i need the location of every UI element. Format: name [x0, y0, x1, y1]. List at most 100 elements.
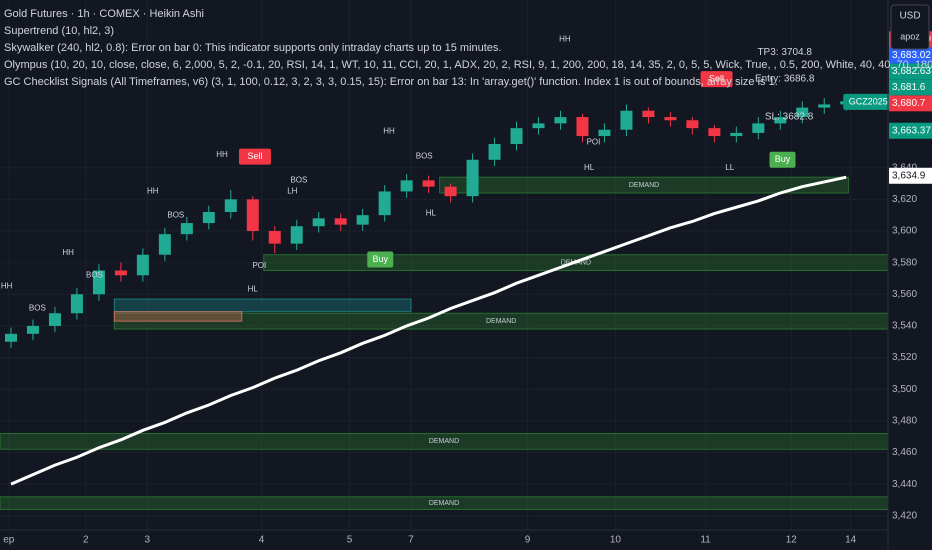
- y-tick-label: 3,580: [892, 257, 917, 268]
- signal-label: Buy: [775, 154, 791, 164]
- moving-average: [10, 175, 847, 486]
- annotation: HL: [248, 285, 259, 294]
- candle-body: [752, 123, 765, 133]
- price-tag-label: 3,634.9: [892, 170, 926, 181]
- currency[interactable]: USD: [899, 11, 920, 22]
- candle-body: [620, 110, 633, 130]
- candle-body: [796, 107, 809, 118]
- axes: 3,420 3,440 3,460 3,480 3,500 3,520 3,540 3,560…: [3, 31, 932, 546]
- price-tag-label: 3,680.7: [892, 98, 926, 109]
- price-tag: [889, 95, 932, 112]
- candle-body: [334, 218, 347, 225]
- annotation: HL: [584, 163, 595, 172]
- y-tick-label: 3,480: [892, 415, 917, 426]
- indicator-legend: Supertrend (10, hl2, 3) Skywalker (240, h…: [4, 25, 932, 88]
- y-tick-label: 3,540: [892, 321, 917, 332]
- annotation: BOS: [29, 304, 46, 313]
- candle-body: [576, 117, 589, 137]
- candle-body: [444, 186, 457, 197]
- zone: [113, 311, 243, 322]
- indicator-line: Skywalker (240, hl2, 0.8): Error on bar …: [4, 42, 501, 54]
- candle-body: [356, 215, 369, 225]
- user: apoz: [900, 31, 920, 41]
- candle-body: [664, 117, 677, 121]
- signal-box: [700, 71, 733, 88]
- price-tag-label: 3,683.02: [892, 50, 931, 61]
- candle-body: [378, 191, 391, 216]
- annotation: TP3: 3704.8: [757, 47, 812, 58]
- indicator-line: Olympus (10, 20, 10, close, close, 6, 2,…: [4, 59, 932, 71]
- annotation: POI: [252, 261, 266, 270]
- candle-body: [708, 128, 721, 137]
- labels: HH BOS HH BOS HH BOS HH Sell LH BOS POI HL Buy HH BOS H…: [1, 35, 894, 313]
- annotation: HL: [426, 209, 437, 218]
- y-tick-label: 3,440: [892, 479, 917, 490]
- x-tick-label: 4: [259, 535, 265, 546]
- y-tick-label: 3,420: [892, 510, 917, 521]
- annotation: HH: [383, 126, 395, 135]
- price-tag: [889, 79, 932, 96]
- price-tag-label: 3,682.63: [892, 66, 931, 77]
- price-tag-label: 3,663.37: [892, 125, 931, 136]
- signal-label: Buy: [372, 254, 388, 264]
- annotation: BOS: [290, 175, 307, 184]
- annotation: HH: [147, 187, 159, 196]
- y-tick-label: 3,500: [892, 384, 917, 395]
- indicator-line: GC Checklist Signals (All Timeframes, v6…: [4, 76, 778, 88]
- x-tick-label: 2: [83, 535, 89, 546]
- chart-title: Gold Futures · 1h · COMEX · Heikin Ashi: [4, 8, 204, 20]
- candle-body: [158, 234, 171, 255]
- price-tag: [889, 167, 932, 184]
- zone: [439, 176, 849, 194]
- annotation: BOS: [167, 210, 184, 219]
- signal-label: GCZ2025: [849, 96, 888, 106]
- x-tick-label: 7: [408, 535, 414, 546]
- annotation: HH: [62, 248, 74, 257]
- annotation: BOS: [86, 270, 103, 279]
- candle-body: [598, 129, 611, 137]
- annotation: Entry: 3686.8: [755, 74, 815, 85]
- zone-label: DEMAND: [429, 438, 459, 445]
- price-tag-label: 3,681.6: [892, 82, 926, 93]
- candle-body: [466, 159, 479, 197]
- signal-box: [843, 93, 894, 110]
- signal-label: Sell: [709, 73, 724, 83]
- price-tag: [889, 63, 932, 80]
- x-tick-label: ep: [3, 535, 15, 546]
- zone-label: DEMAND: [629, 182, 659, 189]
- candle-body: [818, 104, 831, 108]
- candle-body: [180, 223, 193, 235]
- candle-body: [554, 117, 567, 124]
- signal-box: [769, 151, 796, 168]
- annotation: SL: 3682.8: [765, 112, 814, 123]
- x-tick-label: 9: [525, 535, 531, 546]
- candle-body: [422, 180, 435, 187]
- annotation: BOS: [416, 152, 433, 161]
- candle-body: [290, 226, 303, 244]
- signal-label: Sell: [247, 151, 262, 161]
- annotation: POI: [587, 137, 601, 146]
- currency-box[interactable]: [890, 4, 930, 50]
- candle-body: [224, 199, 237, 212]
- candle-body: [92, 270, 105, 295]
- candle-body: [114, 270, 127, 276]
- x-tick-label: 5: [347, 535, 353, 546]
- zone: [113, 298, 412, 313]
- x-tick-label: 10: [610, 535, 622, 546]
- candle-body: [70, 294, 83, 314]
- x-tick-label: 14: [845, 535, 857, 546]
- candle-body: [532, 123, 545, 129]
- candle-body: [246, 199, 259, 231]
- signal-box: [238, 148, 271, 165]
- candle-body: [686, 120, 699, 129]
- candle-body: [136, 254, 149, 276]
- candle-body: [48, 313, 61, 326]
- annotation: HH: [216, 150, 228, 159]
- annotation: HH: [559, 35, 571, 44]
- price-tag: [889, 122, 932, 139]
- candle-body: [4, 333, 17, 342]
- candle-body: [312, 218, 325, 227]
- candle-body: [400, 180, 413, 192]
